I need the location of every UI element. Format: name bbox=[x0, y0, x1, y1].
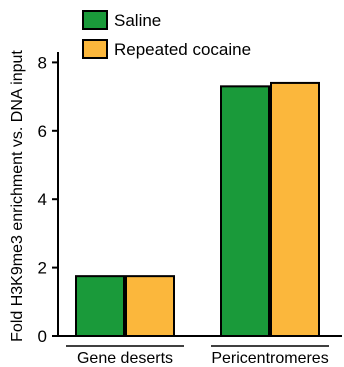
bars bbox=[75, 81, 320, 337]
bar-repeated-cocaine-pericentromeres bbox=[270, 81, 320, 337]
y-tick-label: 2 bbox=[38, 259, 47, 278]
y-tick-label: 6 bbox=[38, 122, 47, 141]
bar-repeated-cocaine-gene-deserts bbox=[125, 275, 175, 337]
axes bbox=[57, 52, 342, 337]
legend: Saline Repeated cocaine bbox=[82, 10, 251, 59]
legend-label: Repeated cocaine bbox=[114, 40, 251, 59]
category-label: Pericentromeres bbox=[211, 350, 328, 367]
y-axis-title: Fold H3K9me3 enrichment vs. DNA input bbox=[9, 50, 26, 342]
y-tick-label: 8 bbox=[38, 53, 47, 72]
y-tick-label: 0 bbox=[38, 327, 47, 346]
y-ticks: 0 2 4 6 8 bbox=[38, 53, 58, 346]
legend-label: Saline bbox=[114, 11, 161, 30]
legend-swatch bbox=[82, 39, 108, 59]
bar-saline-pericentromeres bbox=[220, 85, 270, 337]
legend-swatch bbox=[82, 10, 108, 30]
y-tick-label: 4 bbox=[38, 190, 47, 209]
bar-saline-gene-deserts bbox=[75, 275, 125, 337]
category-labels: Gene deserts Pericentromeres bbox=[66, 345, 329, 367]
category-label: Gene deserts bbox=[77, 350, 173, 367]
